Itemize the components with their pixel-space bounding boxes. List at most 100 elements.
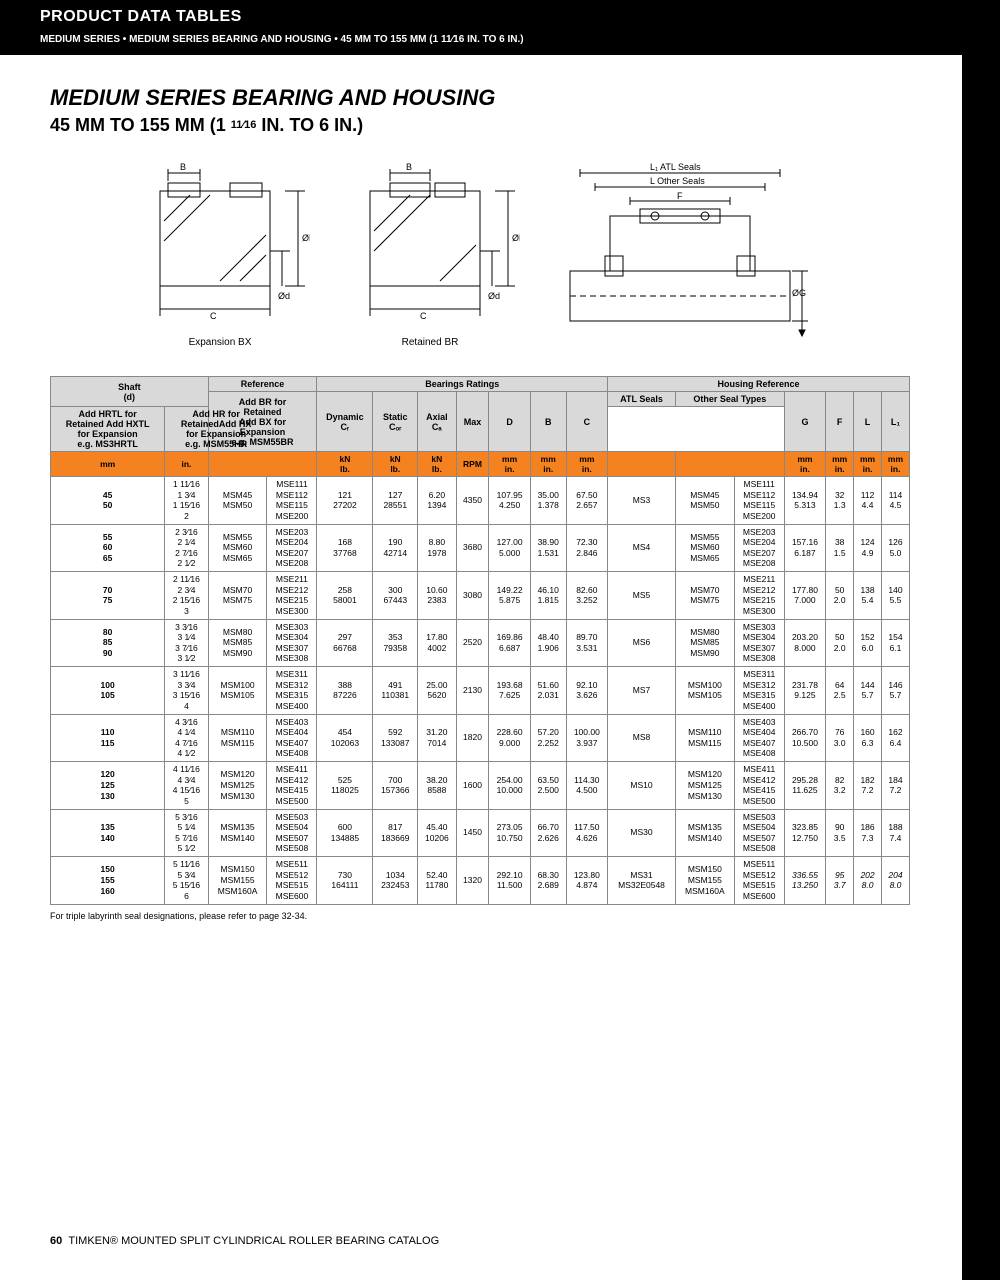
cell-ref2: MSE111 MSE112 MSE115 MSE200 <box>267 477 317 525</box>
cell-s_mm: 70 75 <box>51 572 165 620</box>
cell-oth2: MSE311 MSE312 MSE315 MSE400 <box>734 667 784 715</box>
u-kn1: kN lb. <box>317 452 373 477</box>
cell-B: 35.00 1.378 <box>530 477 566 525</box>
right-black-stripe <box>962 0 1000 1280</box>
cell-L: 138 5.4 <box>854 572 882 620</box>
cell-s_in: 4 3⁄16 4 1⁄4 4 7⁄16 4 1⁄2 <box>165 714 208 762</box>
cell-C: 72.30 2.846 <box>566 524 608 572</box>
cell-s_mm: 45 50 <box>51 477 165 525</box>
cell-s_mm: 120 125 130 <box>51 762 165 810</box>
svg-text:ØD: ØD <box>512 233 520 243</box>
cell-L1: 154 6.1 <box>881 619 909 667</box>
cell-rpm: 2130 <box>456 667 489 715</box>
cell-G: 203.20 8.000 <box>784 619 826 667</box>
cell-G: 134.94 5.313 <box>784 477 826 525</box>
title-block: MEDIUM SERIES BEARING AND HOUSING 45 MM … <box>50 85 910 136</box>
cell-G: 323.85 12.750 <box>784 809 826 857</box>
cell-oth2: MSE503 MSE504 MSE507 MSE508 <box>734 809 784 857</box>
cell-L: 152 6.0 <box>854 619 882 667</box>
cell-D: 169.86 6.687 <box>489 619 531 667</box>
cell-D: 292.10 11.500 <box>489 857 531 905</box>
cell-s_in: 4 11⁄16 4 3⁄4 4 15⁄16 5 <box>165 762 208 810</box>
cell-C: 89.70 3.531 <box>566 619 608 667</box>
cell-B: 57.20 2.252 <box>530 714 566 762</box>
cell-oth2: MSE203 MSE204 MSE207 MSE208 <box>734 524 784 572</box>
cell-oth1: MSM150 MSM155 MSM160A <box>675 857 734 905</box>
diagram-retained: B C Ød ØD Retained BR <box>340 161 520 351</box>
cell-atl: MS31 MS32E0548 <box>608 857 676 905</box>
cell-ref1: MSM120 MSM125 MSM130 <box>208 762 267 810</box>
cell-B: 66.70 2.626 <box>530 809 566 857</box>
cell-F: 38 1.5 <box>826 524 854 572</box>
cell-oth2: MSE211 MSE212 MSE215 MSE300 <box>734 572 784 620</box>
hdr-axial: Axial Cₐ <box>418 392 457 452</box>
cell-stat: 700 157366 <box>373 762 418 810</box>
data-table: Shaft (d) Reference Bearings Ratings Hou… <box>50 376 910 905</box>
svg-text:ØD: ØD <box>302 233 310 243</box>
svg-text:L₁ ATL Seals: L₁ ATL Seals <box>650 162 701 172</box>
page-header-bar: PRODUCT DATA TABLES <box>0 0 1000 34</box>
cell-atl: MS30 <box>608 809 676 857</box>
diagram-expansion: B C Ød ØD Expansion BX <box>130 161 310 351</box>
table-row: 45 501 11⁄16 1 3⁄4 1 15⁄16 2MSM45 MSM50M… <box>51 477 910 525</box>
hdr-L1: L₁ <box>881 392 909 452</box>
cell-stat: 592 133087 <box>373 714 418 762</box>
cell-D: 228.60 9.000 <box>489 714 531 762</box>
footnote: For triple labyrinth seal designations, … <box>50 911 910 921</box>
hdr-other: Other Seal Types <box>675 392 784 407</box>
cell-ref2: MSE203 MSE204 MSE207 MSE208 <box>267 524 317 572</box>
cell-F: 76 3.0 <box>826 714 854 762</box>
cell-ax: 38.20 8588 <box>418 762 457 810</box>
cell-B: 63.50 2.500 <box>530 762 566 810</box>
u-mm: mm <box>51 452 165 477</box>
svg-text:B: B <box>180 162 186 172</box>
cell-ref1: MSM70 MSM75 <box>208 572 267 620</box>
cell-ref1: MSM80 MSM85 MSM90 <box>208 619 267 667</box>
hdr-static: Static Cₒᵣ <box>373 392 418 452</box>
svg-text:Ød: Ød <box>488 291 500 301</box>
cell-B: 46.10 1.815 <box>530 572 566 620</box>
cell-C: 67.50 2.657 <box>566 477 608 525</box>
svg-text:B: B <box>406 162 412 172</box>
cell-F: 64 2.5 <box>826 667 854 715</box>
cell-D: 107.95 4.250 <box>489 477 531 525</box>
cell-B: 68.30 2.689 <box>530 857 566 905</box>
cell-G: 231.78 9.125 <box>784 667 826 715</box>
cell-atl: MS6 <box>608 619 676 667</box>
cell-ref1: MSM45 MSM50 <box>208 477 267 525</box>
u-L: mm in. <box>854 452 882 477</box>
cell-L: 144 5.7 <box>854 667 882 715</box>
cell-oth1: MSM45 MSM50 <box>675 477 734 525</box>
cell-F: 50 2.0 <box>826 619 854 667</box>
subtitle-frac: 11⁄16 <box>231 119 257 131</box>
table-row: 55 60 652 3⁄16 2 1⁄4 2 7⁄16 2 1⁄2 MSM55 M… <box>51 524 910 572</box>
cell-ref2: MSE411 MSE412 MSE415 MSE500 <box>267 762 317 810</box>
cell-rpm: 3080 <box>456 572 489 620</box>
cell-s_mm: 55 60 65 <box>51 524 165 572</box>
cell-rpm: 1600 <box>456 762 489 810</box>
table-row: 80 85 903 3⁄16 3 1⁄4 3 7⁄16 3 1⁄2MSM80 M… <box>51 619 910 667</box>
hdr-bearings: Bearings Ratings <box>317 377 608 392</box>
cell-L: 124 4.9 <box>854 524 882 572</box>
cell-L1: 184 7.2 <box>881 762 909 810</box>
cell-oth2: MSE111 MSE112 MSE115 MSE200 <box>734 477 784 525</box>
cell-dyn: 525 118025 <box>317 762 373 810</box>
cell-ref2: MSE503 MSE504 MSE507 MSE508 <box>267 809 317 857</box>
hdr-dynamic: Dynamic Cᵣ <box>317 392 373 452</box>
cell-rpm: 1450 <box>456 809 489 857</box>
cell-F: 50 2.0 <box>826 572 854 620</box>
hdr-D: D <box>489 392 531 452</box>
cell-ax: 6.20 1394 <box>418 477 457 525</box>
cell-s_in: 3 3⁄16 3 1⁄4 3 7⁄16 3 1⁄2 <box>165 619 208 667</box>
title: MEDIUM SERIES BEARING AND HOUSING <box>50 85 910 111</box>
cell-oth1: MSM55 MSM60 MSM65 <box>675 524 734 572</box>
cell-s_in: 2 3⁄16 2 1⁄4 2 7⁄16 2 1⁄2 <box>165 524 208 572</box>
cell-ax: 8.80 1978 <box>418 524 457 572</box>
cell-stat: 127 28551 <box>373 477 418 525</box>
hdr-C: C <box>566 392 608 452</box>
cell-dyn: 297 66768 <box>317 619 373 667</box>
cell-L1: 204 8.0 <box>881 857 909 905</box>
cell-B: 51.60 2.031 <box>530 667 566 715</box>
cell-atl: MS10 <box>608 762 676 810</box>
hdr-reference: Reference <box>208 377 317 392</box>
